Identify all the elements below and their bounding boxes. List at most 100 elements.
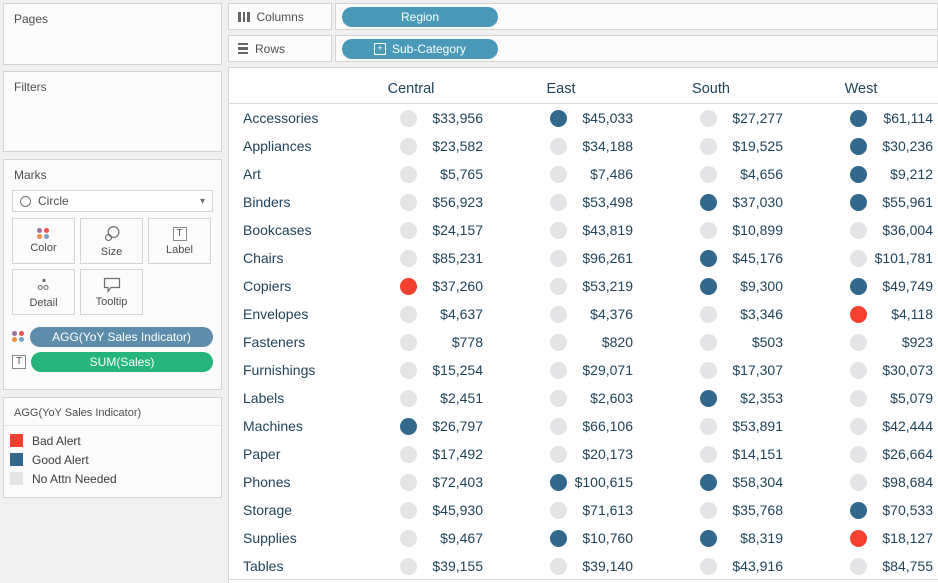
mark-cell[interactable]: $49,749	[786, 272, 936, 300]
column-header-south[interactable]: South	[692, 81, 730, 97]
mark-cell[interactable]: $39,140	[486, 552, 636, 580]
mark-cell[interactable]: $923	[786, 328, 936, 356]
mark-cell[interactable]: $45,033	[486, 104, 636, 132]
row-header[interactable]: Phones	[243, 474, 291, 490]
mark-cell[interactable]: $58,304	[636, 468, 786, 496]
mark-cell[interactable]: $30,236	[786, 132, 936, 160]
mark-cell[interactable]: $37,260	[336, 272, 486, 300]
size-button[interactable]: Size	[80, 218, 143, 264]
circle-mark[interactable]	[700, 333, 717, 351]
filters-shelf[interactable]: Filters	[3, 71, 222, 152]
circle-mark[interactable]	[850, 221, 867, 239]
legend-item[interactable]: Bad Alert	[10, 431, 221, 450]
mark-cell[interactable]: $24,157	[336, 216, 486, 244]
color-button[interactable]: Color	[12, 218, 75, 264]
mark-cell[interactable]: $45,930	[336, 496, 486, 524]
circle-mark[interactable]	[400, 221, 417, 239]
row-header[interactable]: Furnishings	[243, 362, 316, 378]
circle-mark[interactable]	[700, 529, 717, 547]
circle-mark[interactable]	[850, 137, 867, 155]
mark-cell[interactable]: $9,212	[786, 160, 936, 188]
circle-mark[interactable]	[400, 417, 417, 435]
circle-mark[interactable]	[850, 529, 867, 547]
circle-mark[interactable]	[400, 249, 417, 267]
circle-mark[interactable]	[550, 417, 567, 435]
circle-mark[interactable]	[400, 445, 417, 463]
circle-mark[interactable]	[400, 529, 417, 547]
circle-mark[interactable]	[850, 109, 867, 127]
mark-cell[interactable]: $4,118	[786, 300, 936, 328]
mark-cell[interactable]: $2,603	[486, 384, 636, 412]
chevron-down-icon[interactable]: ▾	[199, 195, 205, 207]
mark-cell[interactable]: $19,525	[636, 132, 786, 160]
mark-cell[interactable]: $8,319	[636, 524, 786, 552]
mark-cell[interactable]: $45,176	[636, 244, 786, 272]
pages-shelf[interactable]: Pages	[3, 3, 222, 65]
row-header[interactable]: Labels	[243, 390, 285, 406]
circle-mark[interactable]	[400, 165, 417, 183]
circle-mark[interactable]	[700, 305, 717, 323]
mark-cell[interactable]: $9,467	[336, 524, 486, 552]
mark-cell[interactable]: $778	[336, 328, 486, 356]
mark-cell[interactable]: $84,755	[786, 552, 936, 580]
circle-mark[interactable]	[850, 165, 867, 183]
row-header[interactable]: Machines	[243, 418, 303, 434]
circle-mark[interactable]	[400, 501, 417, 519]
mark-cell[interactable]: $53,219	[486, 272, 636, 300]
mark-cell[interactable]: $72,403	[336, 468, 486, 496]
mark-cell[interactable]: $2,451	[336, 384, 486, 412]
circle-mark[interactable]	[550, 249, 567, 267]
circle-mark[interactable]	[700, 249, 717, 267]
circle-mark[interactable]	[550, 445, 567, 463]
mark-cell[interactable]: $2,353	[636, 384, 786, 412]
mark-cell[interactable]: $26,797	[336, 412, 486, 440]
circle-mark[interactable]	[700, 165, 717, 183]
circle-mark[interactable]	[850, 417, 867, 435]
legend-item[interactable]: No Attn Needed	[10, 469, 221, 488]
mark-cell[interactable]: $18,127	[786, 524, 936, 552]
circle-mark[interactable]	[400, 473, 417, 491]
circle-mark[interactable]	[550, 277, 567, 295]
mark-cell[interactable]: $29,071	[486, 356, 636, 384]
mark-cell[interactable]: $70,533	[786, 496, 936, 524]
circle-mark[interactable]	[850, 277, 867, 295]
mark-cell[interactable]: $43,819	[486, 216, 636, 244]
rows-shelf[interactable]: + Sub-Category	[335, 35, 938, 62]
circle-mark[interactable]	[550, 137, 567, 155]
mark-cell[interactable]: $10,899	[636, 216, 786, 244]
column-header-west[interactable]: West	[844, 81, 878, 97]
mark-cell[interactable]: $66,106	[486, 412, 636, 440]
circle-mark[interactable]	[700, 193, 717, 211]
circle-mark[interactable]	[550, 109, 567, 127]
row-header[interactable]: Appliances	[243, 138, 312, 154]
mark-cell[interactable]: $56,923	[336, 188, 486, 216]
circle-mark[interactable]	[550, 389, 567, 407]
circle-mark[interactable]	[850, 193, 867, 211]
circle-mark[interactable]	[700, 361, 717, 379]
circle-mark[interactable]	[850, 389, 867, 407]
circle-mark[interactable]	[400, 361, 417, 379]
mark-cell[interactable]: $36,004	[786, 216, 936, 244]
row-header[interactable]: Storage	[243, 502, 293, 518]
mark-cell[interactable]: $39,155	[336, 552, 486, 580]
pill-sub-category[interactable]: + Sub-Category	[342, 38, 498, 59]
mark-cell[interactable]: $101,781	[786, 244, 936, 272]
circle-mark[interactable]	[700, 417, 717, 435]
circle-mark[interactable]	[400, 333, 417, 351]
mark-cell[interactable]: $4,656	[636, 160, 786, 188]
expand-plus-icon[interactable]: +	[373, 42, 386, 55]
marks-pill[interactable]: SUM(Sales)	[31, 351, 213, 372]
column-header-central[interactable]: Central	[387, 81, 435, 97]
tooltip-button[interactable]: Tooltip	[80, 269, 143, 315]
legend-item[interactable]: Good Alert	[10, 450, 221, 469]
mark-cell[interactable]: $5,079	[786, 384, 936, 412]
mark-cell[interactable]: $7,486	[486, 160, 636, 188]
mark-cell[interactable]: $37,030	[636, 188, 786, 216]
circle-mark[interactable]	[850, 333, 867, 351]
mark-cell[interactable]: $61,114	[786, 104, 936, 132]
circle-mark[interactable]	[400, 277, 417, 295]
mark-cell[interactable]: $4,637	[336, 300, 486, 328]
mark-cell[interactable]: $820	[486, 328, 636, 356]
mark-cell[interactable]: $3,346	[636, 300, 786, 328]
mark-cell[interactable]: $17,492	[336, 440, 486, 468]
